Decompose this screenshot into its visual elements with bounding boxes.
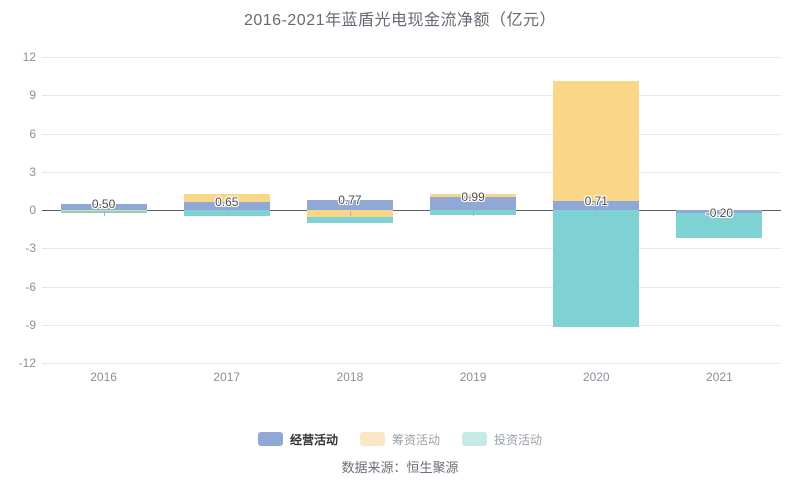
x-axis-tick-label: 2016 xyxy=(90,370,117,384)
bar-value-label: -0.20 xyxy=(705,205,734,220)
y-axis-tick-label: -6 xyxy=(25,279,36,294)
x-axis-tick xyxy=(103,211,105,216)
gridline xyxy=(42,286,781,288)
x-axis-tick xyxy=(719,211,721,216)
gridline xyxy=(42,363,781,364)
legend-item-投资活动[interactable]: 投资活动 xyxy=(462,431,542,448)
y-axis-tick-label: -12 xyxy=(18,356,36,370)
bar-segment-经营活动[interactable] xyxy=(60,203,147,210)
gridline xyxy=(42,57,781,58)
legend-item-经营活动[interactable]: 经营活动 xyxy=(257,431,338,448)
bar-segment-筹资活动[interactable] xyxy=(430,194,517,198)
bar-value-label: 0.50 xyxy=(91,196,116,211)
gridline xyxy=(42,324,781,326)
legend-swatch xyxy=(462,432,487,446)
bar-segment-投资活动[interactable] xyxy=(306,217,393,223)
x-axis-tick xyxy=(596,211,598,216)
bar-segment-经营活动[interactable] xyxy=(553,200,640,210)
bar-segment-筹资活动[interactable] xyxy=(183,194,270,202)
legend: 经营活动 筹资活动 投资活动 xyxy=(0,430,800,448)
y-axis-tick-label: 9 xyxy=(29,88,36,103)
data-source: 数据来源：恒生聚源 xyxy=(341,460,459,475)
x-axis-tick xyxy=(349,211,351,216)
bar-segment-筹资活动[interactable] xyxy=(553,80,640,201)
zero-axis-line xyxy=(42,210,781,211)
gridline xyxy=(42,95,781,97)
bar-value-label: 0.99 xyxy=(461,190,485,205)
bar-value-label: 0.71 xyxy=(584,193,608,208)
x-axis-tick-label: 2018 xyxy=(336,370,364,384)
bar-value-label: 0.65 xyxy=(215,194,239,209)
x-axis-tick xyxy=(473,211,475,216)
gridline xyxy=(42,133,781,135)
legend-item-label: 投资活动 xyxy=(494,432,543,447)
bar-segment-经营活动[interactable] xyxy=(306,200,393,210)
x-axis-tick-label: 2019 xyxy=(459,370,487,384)
bar-segment-经营活动[interactable] xyxy=(430,197,517,210)
y-axis-tick-label: 6 xyxy=(29,126,36,141)
y-axis-tick-label: 3 xyxy=(29,164,36,179)
x-axis-tick-label: 2017 xyxy=(213,370,241,384)
x-axis-tick-label: 2021 xyxy=(706,370,733,384)
gridline xyxy=(42,248,781,250)
y-axis-tick-label: 12 xyxy=(22,50,36,64)
bar-segment-投资活动[interactable] xyxy=(553,210,640,327)
legend-item-label: 筹资活动 xyxy=(391,432,440,447)
legend-item-筹资活动[interactable]: 筹资活动 xyxy=(359,431,440,448)
y-axis-tick-label: 0 xyxy=(29,203,36,217)
y-axis-tick-label: -3 xyxy=(25,241,36,256)
legend-item-label: 经营活动 xyxy=(289,432,338,447)
bar-segment-筹资活动[interactable] xyxy=(60,210,147,212)
bar-value-label: 0.77 xyxy=(338,193,362,208)
legend-swatch xyxy=(359,432,385,446)
gridline xyxy=(42,171,781,173)
legend-swatch xyxy=(257,432,283,446)
bar-segment-经营活动[interactable] xyxy=(183,201,270,210)
x-axis-tick xyxy=(226,211,228,216)
x-axis-tick-label: 2020 xyxy=(582,370,610,384)
chart-title: 2016-2021年蓝盾光电现金流净额（亿元） xyxy=(243,12,557,29)
y-axis-tick-label: -9 xyxy=(25,317,36,332)
bar-segment-投资活动[interactable] xyxy=(676,212,763,239)
